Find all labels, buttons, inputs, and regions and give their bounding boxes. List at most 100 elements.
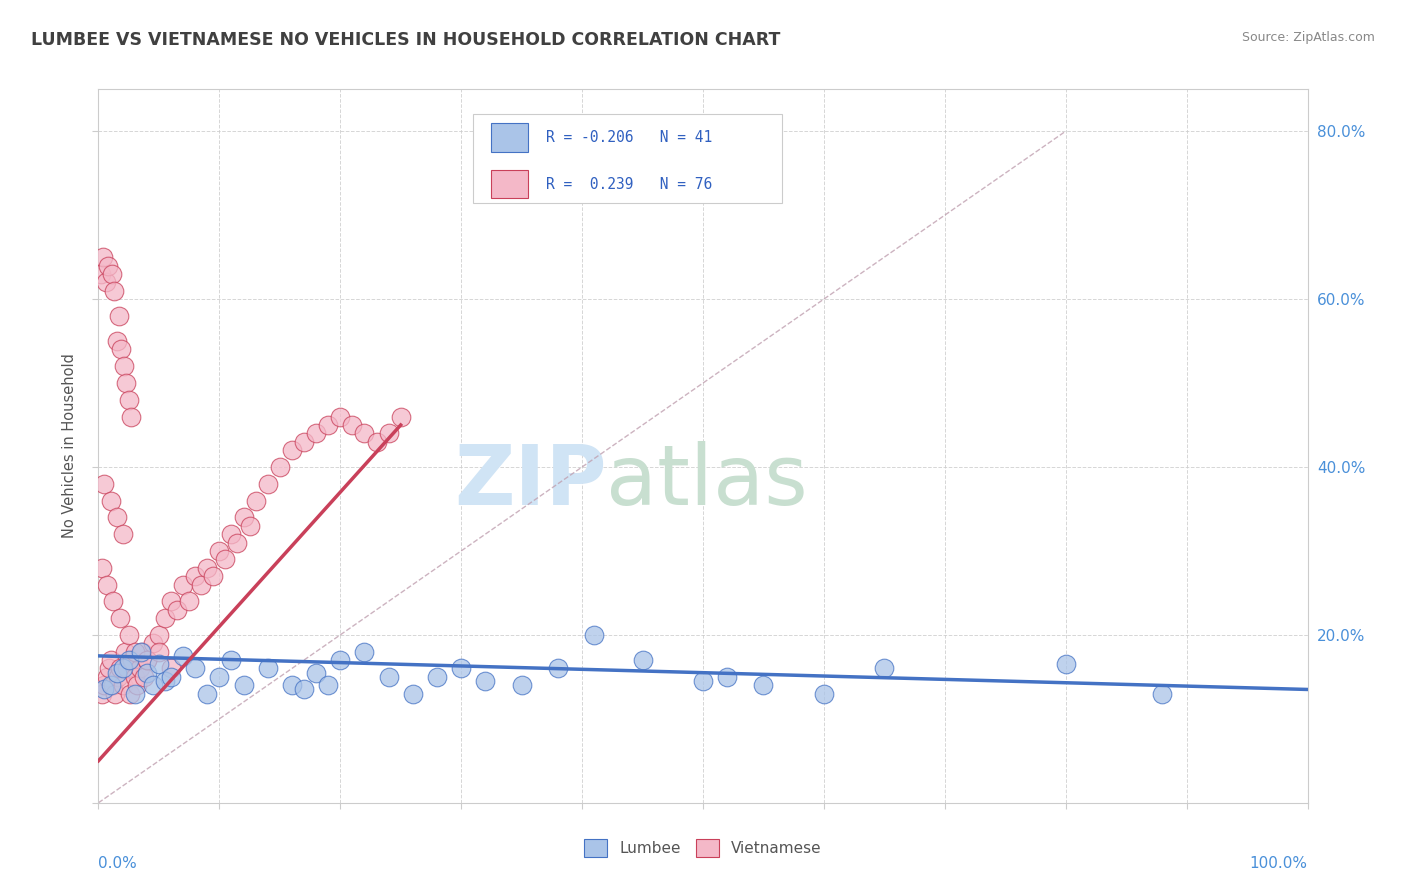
Point <box>316 678 339 692</box>
Point <box>221 527 243 541</box>
Text: R =  0.239   N = 76: R = 0.239 N = 76 <box>546 177 711 192</box>
Point <box>135 653 157 667</box>
Text: Source: ZipAtlas.com: Source: ZipAtlas.com <box>1241 31 1375 45</box>
Point <box>100 267 122 281</box>
Point <box>91 560 114 574</box>
Point <box>245 493 267 508</box>
Point <box>184 661 207 675</box>
Point <box>631 653 654 667</box>
Point <box>214 552 236 566</box>
Point <box>114 645 136 659</box>
Point <box>172 577 194 591</box>
Point <box>1152 687 1174 701</box>
Point <box>450 661 472 675</box>
Point <box>153 674 176 689</box>
Point <box>124 670 146 684</box>
Point <box>389 409 412 424</box>
Point <box>118 392 141 407</box>
Point <box>111 661 134 675</box>
Point <box>752 678 775 692</box>
Point <box>366 434 388 449</box>
Point <box>160 661 183 675</box>
Point <box>160 594 183 608</box>
Text: 0.0%: 0.0% <box>98 856 138 871</box>
Point <box>129 645 152 659</box>
Point <box>97 259 120 273</box>
Point <box>202 569 225 583</box>
Point <box>94 275 117 289</box>
Point <box>96 670 118 684</box>
Point <box>316 417 339 432</box>
Point <box>269 460 291 475</box>
Bar <box>492 169 527 198</box>
Point <box>305 426 328 441</box>
Point <box>118 653 141 667</box>
Point <box>232 678 254 692</box>
Point <box>160 670 183 684</box>
Point <box>153 611 176 625</box>
Point <box>124 645 146 659</box>
Point <box>583 628 606 642</box>
Point <box>96 577 118 591</box>
Point <box>105 510 128 524</box>
Point <box>184 569 207 583</box>
Point <box>110 343 132 357</box>
Point <box>142 636 165 650</box>
Point <box>148 657 170 672</box>
Text: ZIP: ZIP <box>454 442 606 522</box>
Point <box>281 443 304 458</box>
Point <box>115 376 138 390</box>
Point <box>226 535 249 549</box>
Point <box>100 678 122 692</box>
Point <box>93 682 115 697</box>
Point <box>148 645 170 659</box>
Point <box>120 409 142 424</box>
Legend: Lumbee, Vietnamese: Lumbee, Vietnamese <box>578 833 828 863</box>
Bar <box>492 123 527 152</box>
Point <box>292 682 315 697</box>
Point <box>98 661 121 675</box>
Point <box>100 493 122 508</box>
Point <box>195 560 218 574</box>
Point <box>148 628 170 642</box>
Point <box>93 678 115 692</box>
Text: LUMBEE VS VIETNAMESE NO VEHICLES IN HOUSEHOLD CORRELATION CHART: LUMBEE VS VIETNAMESE NO VEHICLES IN HOUS… <box>31 31 780 49</box>
Point <box>117 661 139 675</box>
Point <box>128 661 150 675</box>
Point <box>108 611 131 625</box>
Point <box>105 334 128 348</box>
Text: R = -0.206   N = 41: R = -0.206 N = 41 <box>546 130 711 145</box>
Point <box>124 687 146 701</box>
Point <box>131 645 153 659</box>
Point <box>93 476 115 491</box>
Point <box>135 665 157 680</box>
Point <box>239 518 262 533</box>
Point <box>112 359 135 374</box>
Point <box>142 678 165 692</box>
Point <box>90 267 112 281</box>
Point <box>104 687 127 701</box>
Y-axis label: No Vehicles in Household: No Vehicles in Household <box>62 353 77 539</box>
Point <box>342 417 364 432</box>
Text: 100.0%: 100.0% <box>1250 856 1308 871</box>
Point <box>108 661 131 675</box>
Point <box>91 687 114 701</box>
Point <box>195 687 218 701</box>
Point <box>172 648 194 663</box>
Point <box>121 653 143 667</box>
Point <box>135 653 157 667</box>
Point <box>103 284 125 298</box>
Point <box>111 678 134 692</box>
Point <box>179 594 201 608</box>
Point <box>127 678 149 692</box>
Point <box>107 670 129 684</box>
Point <box>105 665 128 680</box>
Point <box>292 434 315 449</box>
Point <box>100 653 122 667</box>
Point <box>134 670 156 684</box>
Point <box>232 510 254 524</box>
Point <box>256 476 278 491</box>
Point <box>547 661 569 675</box>
Point <box>101 678 124 692</box>
Point <box>208 670 231 684</box>
